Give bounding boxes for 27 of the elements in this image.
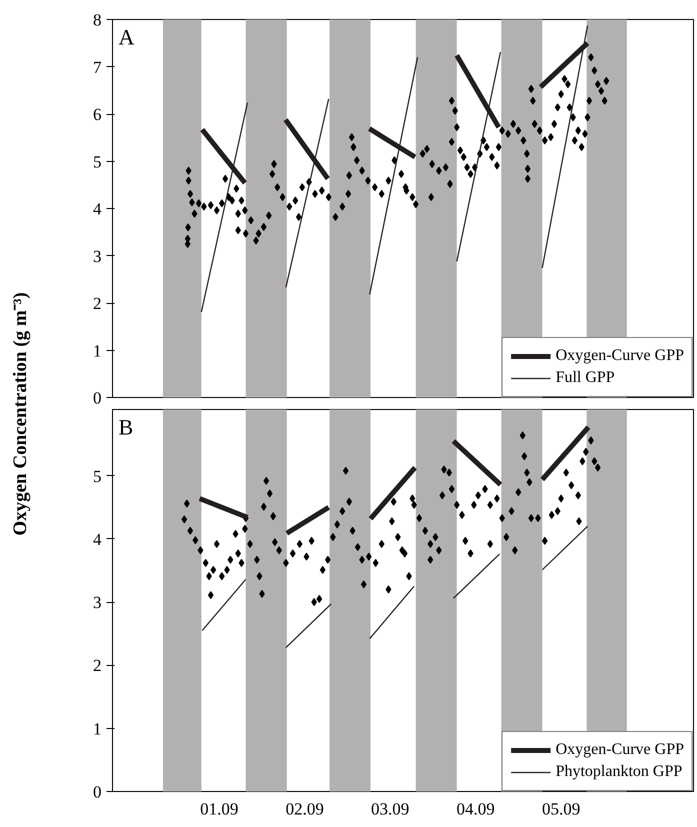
chart-title: B [118, 414, 134, 440]
y-tick-label: 0 [93, 388, 102, 408]
y-tick-label: 8 [93, 10, 102, 30]
x-tick-label: 02.09 [286, 800, 324, 818]
y-tick-label: 3 [93, 246, 102, 266]
y-tick-label: 5 [93, 466, 102, 486]
y-tick-label: 5 [93, 152, 102, 172]
y-tick-label: 4 [93, 530, 102, 549]
x-tick-label: 05.09 [542, 800, 580, 818]
y-tick-label: 0 [93, 782, 102, 802]
y-axis-title: Oxygen Concentration (g m⁻³) [10, 292, 31, 536]
legend-label: Oxygen-Curve GPP [556, 741, 684, 759]
y-tick-label: 1 [93, 719, 102, 738]
y-tick-label: 7 [93, 58, 102, 77]
x-tick-label: 03.09 [371, 800, 410, 818]
y-tick-label: 2 [93, 656, 102, 676]
legend-label: Phytoplankton GPP [556, 763, 682, 781]
y-tick-label: 3 [93, 593, 102, 612]
y-tick-label: 4 [93, 200, 102, 218]
x-tick-label: 01.09 [200, 800, 238, 818]
y-tick-label: 2 [93, 294, 102, 313]
legend-label: Oxygen-Curve GPP [556, 347, 684, 365]
legend-label: Full GPP [556, 369, 615, 387]
x-tick-label: 04.09 [456, 800, 495, 818]
chart-title: A [118, 24, 134, 50]
y-tick-label: 6 [93, 105, 102, 124]
y-tick-label: 1 [93, 341, 102, 360]
